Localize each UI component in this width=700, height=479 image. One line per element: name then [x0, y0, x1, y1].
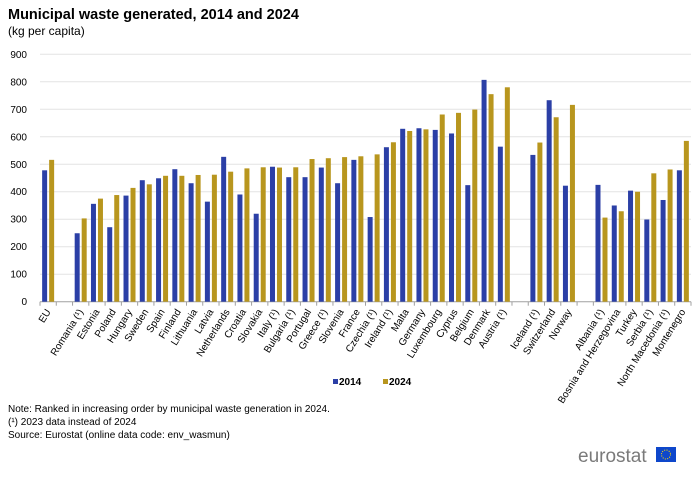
bar-2014: [172, 169, 178, 302]
bar-2014: [90, 203, 96, 302]
bar-2024: [635, 191, 641, 302]
bar-2024: [228, 171, 234, 302]
bar-2024: [325, 158, 331, 302]
bar-2014: [286, 177, 292, 302]
bar-2024: [667, 169, 673, 302]
bar-2014: [416, 128, 422, 302]
bar-2024: [504, 87, 510, 302]
y-tick-label: 900: [10, 50, 27, 61]
bar-2024: [260, 167, 266, 302]
bar-2024: [472, 109, 478, 302]
bar-2024: [276, 167, 282, 302]
bar-2014: [221, 156, 227, 302]
note-source: Source: Eurostat (online data code: env_…: [8, 430, 230, 441]
eu-flag-icon: [656, 447, 676, 462]
bar-2014: [302, 177, 308, 302]
bar-2024: [49, 159, 55, 302]
bar-2024: [683, 140, 689, 302]
bar-2024: [130, 187, 136, 302]
y-tick-label: 200: [10, 242, 27, 253]
y-tick-label: 700: [10, 105, 27, 116]
y-tick-label: 300: [10, 215, 27, 226]
legend-label-2024: 2024: [389, 377, 412, 388]
bar-2014: [123, 195, 129, 302]
bar-2014: [562, 185, 568, 302]
bar-2014: [367, 217, 373, 302]
bar-2014: [432, 129, 438, 302]
bar-2024: [163, 175, 169, 302]
bar-2024: [179, 175, 185, 302]
legend: 2014 2024: [333, 377, 412, 388]
bar-2024: [195, 174, 201, 302]
chart-subtitle: (kg per capita): [8, 24, 85, 38]
bar-2014: [449, 133, 455, 302]
bar-2014: [139, 180, 145, 302]
y-tick-label: 0: [21, 297, 27, 308]
bar-2014: [156, 178, 162, 302]
bar-2014: [660, 199, 666, 302]
bar-2014: [351, 159, 357, 302]
bar-2024: [81, 218, 87, 302]
bar-2024: [456, 112, 462, 302]
svg-text:eurostat: eurostat: [578, 446, 647, 467]
bar-2024: [553, 117, 559, 302]
bar-2014: [335, 183, 341, 302]
bar-2024: [569, 104, 575, 302]
x-tick-label: EU: [37, 307, 54, 325]
y-tick-label: 500: [10, 160, 27, 171]
bar-2024: [651, 173, 657, 302]
bar-2024: [358, 156, 364, 302]
bar-2014: [383, 147, 389, 302]
bar-2014: [188, 183, 194, 302]
bar-2024: [407, 130, 413, 302]
bar-2024: [309, 159, 315, 302]
bar-2024: [244, 168, 250, 302]
bar-2024: [97, 198, 103, 302]
bar-2014: [204, 201, 210, 302]
bar-2024: [423, 129, 429, 302]
bar-2014: [400, 128, 406, 302]
eurostat-logo: eurostat: [578, 446, 676, 467]
bar-2024: [618, 211, 624, 302]
bar-2014: [628, 190, 634, 302]
bar-2014: [465, 185, 471, 302]
bar-2024: [114, 195, 120, 302]
chart-title: Municipal waste generated, 2014 and 2024: [8, 7, 299, 23]
bar-2014: [546, 100, 552, 302]
bar-2024: [602, 217, 608, 302]
bar-2024: [374, 154, 380, 302]
bar-2014: [318, 167, 324, 302]
bar-2014: [611, 205, 617, 302]
bar-2014: [42, 170, 48, 302]
bar-2024: [211, 174, 217, 302]
bar-2024: [390, 142, 396, 302]
bar-2024: [146, 184, 152, 302]
y-tick-label: 100: [10, 270, 27, 281]
note-ranking: Note: Ranked in increasing order by muni…: [8, 404, 330, 415]
bar-2014: [237, 194, 243, 302]
bar-2024: [293, 167, 299, 302]
legend-swatch-2014: [333, 379, 338, 384]
legend-swatch-2024: [383, 379, 388, 384]
note-footnote: (¹) 2023 data instead of 2024: [8, 417, 137, 428]
bar-2014: [595, 184, 601, 302]
legend-label-2014: 2014: [339, 377, 362, 388]
y-tick-label: 400: [10, 187, 27, 198]
bar-2014: [481, 79, 487, 302]
bar-2024: [342, 157, 348, 302]
bar-2014: [530, 154, 536, 302]
bar-2014: [253, 213, 259, 302]
y-tick-label: 800: [10, 77, 27, 88]
bar-2014: [269, 166, 275, 302]
bar-2024: [488, 94, 494, 302]
bar-2014: [107, 227, 113, 302]
bar-2024: [537, 142, 543, 302]
y-tick-label: 600: [10, 132, 27, 143]
bar-2014: [74, 233, 80, 302]
bar-2014: [497, 146, 503, 302]
bar-2024: [439, 114, 445, 302]
bar-2014: [644, 219, 650, 302]
bar-2014: [676, 170, 682, 302]
